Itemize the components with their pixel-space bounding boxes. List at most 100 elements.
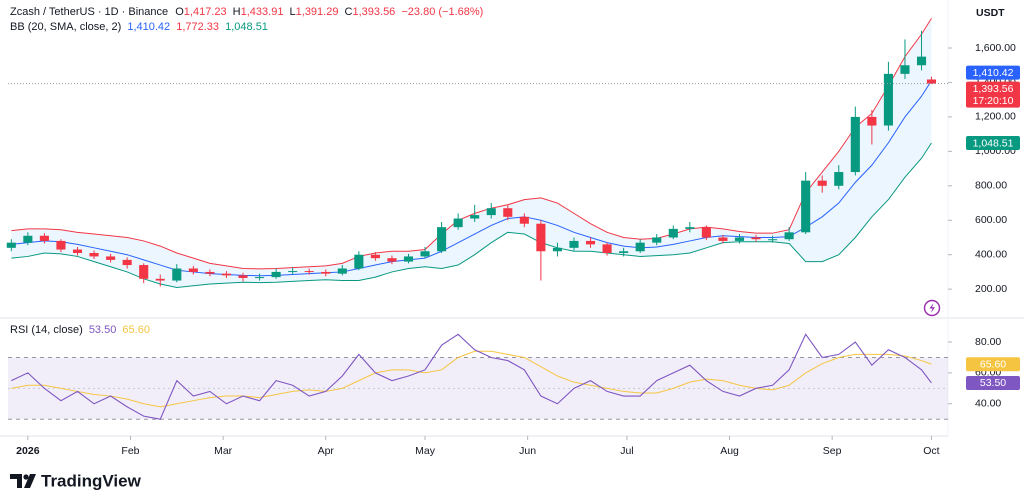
candle-body — [420, 251, 430, 257]
x-tick-label: Apr — [318, 445, 335, 457]
alert-circle[interactable] — [923, 299, 941, 317]
rsi-title: RSI (14, close) — [10, 324, 83, 336]
candle-body — [734, 237, 745, 241]
bb-basis-tag-bg — [966, 65, 1020, 80]
candle-body — [6, 242, 16, 248]
logo-dot[interactable] — [23, 474, 29, 480]
bb-lower-tag-bg — [966, 136, 1020, 151]
candle-body — [552, 247, 562, 252]
o-value: 1,417.23 — [184, 6, 227, 18]
x-tick-label: 2026 — [16, 445, 40, 457]
candle-body — [619, 251, 629, 253]
x-tick-label: Mar — [214, 445, 233, 457]
x-tick-label: May — [415, 445, 436, 457]
bb-basis-line — [11, 80, 932, 277]
candle-body — [304, 271, 314, 273]
candle-body — [387, 258, 397, 262]
candle-body — [254, 277, 265, 279]
candle-body — [926, 79, 937, 84]
alert-icon[interactable] — [923, 299, 941, 317]
countdown-tag-bg — [966, 93, 1020, 108]
bb-upper-value: 1,772.33 — [176, 21, 219, 33]
last-price-tag: 1,393.56 — [973, 83, 1014, 95]
bb-lower-value: 1,048.51 — [225, 21, 268, 33]
candle-body — [751, 237, 761, 240]
brand[interactable]: TradingView — [41, 471, 142, 490]
candle-body — [155, 278, 165, 281]
last-price-tag-bg — [966, 81, 1020, 96]
x-tick-label: Sep — [823, 445, 842, 457]
candle-body — [72, 249, 83, 253]
candle-body — [668, 228, 678, 238]
candle-body — [23, 235, 33, 243]
candle-body — [801, 180, 811, 233]
y-tick-label: 600.00 — [975, 214, 1007, 226]
candle-body — [39, 235, 49, 241]
h-value: 1,433.91 — [241, 6, 284, 18]
candle-body — [453, 218, 463, 228]
logo-t[interactable] — [10, 474, 22, 488]
rsi-tag-1: 65.60 — [980, 359, 1006, 371]
currency: USDT — [976, 7, 1005, 19]
bb-lower-tag: 1,048.51 — [973, 137, 1014, 149]
rsi-tag-0: 53.50 — [980, 377, 1006, 389]
l-value: 1,391.29 — [296, 6, 339, 18]
change: −23.80 (−1.68%) — [401, 6, 483, 18]
rsi-line — [11, 333, 932, 420]
candle-body — [685, 227, 695, 229]
candle-body — [354, 254, 364, 269]
y-tick-label: 1,600.00 — [975, 42, 1016, 54]
logo-v[interactable] — [24, 474, 36, 488]
candle-body — [519, 216, 529, 224]
candle-body — [817, 180, 827, 186]
l-key: L — [290, 6, 296, 18]
candle-body — [337, 268, 347, 274]
overlay: Zcash / TetherUS · 1D · Binance O1,417.2… — [10, 6, 1020, 490]
bb-basis-value: 1,410.42 — [127, 21, 170, 33]
candle-body — [867, 116, 877, 126]
candle-body — [503, 208, 513, 217]
rsi-tag-0-bg — [966, 375, 1020, 390]
candle-body — [106, 256, 116, 260]
candle-body — [585, 240, 596, 245]
rsi-tag-1-bg — [966, 357, 1020, 372]
candle-body — [321, 271, 331, 274]
y-tick-label: 200.00 — [975, 283, 1007, 295]
candle-body — [238, 275, 248, 278]
legend-bb: BB (20, SMA, close, 2) 1,410.42 1,772.33… — [10, 21, 268, 33]
candle-body — [883, 73, 893, 126]
x-tick-label: Oct — [923, 445, 939, 457]
candle-body — [900, 65, 910, 74]
c-key: C — [345, 6, 353, 18]
brand-logo[interactable]: TradingView — [10, 471, 142, 490]
legend-rsi: RSI (14, close) 53.50 65.60 — [10, 324, 150, 336]
candle-body — [602, 244, 612, 253]
candle-body — [652, 237, 662, 243]
candle-body — [172, 268, 182, 281]
symbol: Zcash / TetherUS · 1D · Binance — [10, 6, 168, 18]
x-tick-label: Aug — [720, 445, 739, 457]
bb-lower-line — [11, 142, 932, 288]
band-fill — [11, 18, 932, 288]
candle-body — [635, 242, 645, 252]
candle-body — [486, 208, 496, 216]
legend-price: Zcash / TetherUS · 1D · Binance O1,417.2… — [10, 6, 483, 18]
y-tick-label: 400.00 — [975, 248, 1007, 260]
plot: 200.00400.00600.00800.001,000.001,200.00… — [6, 18, 1016, 457]
o-key: O — [175, 6, 184, 18]
y-tick-label: 40.00 — [975, 398, 1001, 410]
y-tick-label: 800.00 — [975, 180, 1007, 192]
candle-body — [205, 271, 215, 274]
candle-body — [221, 273, 232, 276]
candle-body — [718, 237, 728, 241]
candle-body — [271, 271, 281, 278]
rsi-value: 53.50 — [89, 324, 117, 336]
alert-bolt[interactable] — [929, 303, 936, 313]
candle-body — [536, 223, 546, 252]
candle-body — [370, 254, 380, 259]
c-value: 1,393.56 — [352, 6, 395, 18]
candle-body — [701, 227, 711, 238]
candle-body — [437, 227, 447, 252]
candle-body — [188, 268, 198, 272]
